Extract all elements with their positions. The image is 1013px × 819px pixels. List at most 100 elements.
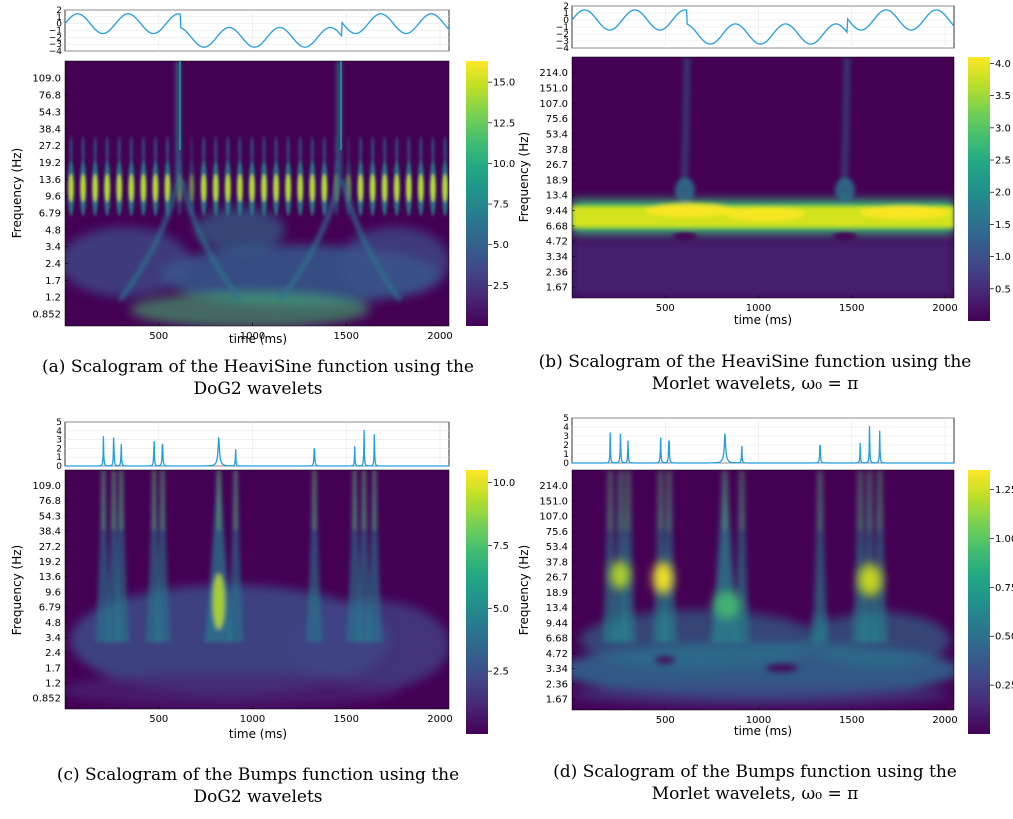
- signal-y-tick-d-4: 1: [563, 450, 569, 460]
- caption-c-line1: (c) Scalogram of the Bumps function usin…: [56, 765, 460, 785]
- x-tick-d-2: 1500: [839, 715, 864, 726]
- y-tick-d-2: 107.0: [539, 512, 568, 523]
- osc-band-inner-3: [104, 174, 110, 202]
- osc-band-inner-1: [80, 174, 86, 202]
- x-tick-a-2: 1500: [334, 331, 359, 342]
- colorbar-tick-b-5: 1.5: [995, 220, 1011, 231]
- signal-y-tick-c-4: 1: [56, 453, 62, 463]
- panel-b: 210−1−2−3−4: [517, 2, 1011, 327]
- bump-plume-d-0: [602, 470, 619, 643]
- colorbar-tick-c-2: 5.0: [493, 604, 509, 615]
- y-tick-a-2: 54.3: [39, 107, 61, 118]
- caption-a-line1: (a) Scalogram of the HeaviSine function …: [42, 357, 474, 377]
- x-axis-label-b: time (ms): [734, 313, 792, 327]
- y-tick-a-1: 76.8: [39, 91, 61, 102]
- bump-plume-c-0: [95, 470, 112, 643]
- y-tick-b-2: 107.0: [539, 99, 568, 110]
- x-tick-d-1: 1000: [746, 715, 771, 726]
- x-tick-labels-d: 500 1000 1500 2000: [656, 707, 958, 726]
- colorbar-tick-b-3: 2.5: [995, 156, 1011, 167]
- y-tick-a-11: 2.4: [45, 259, 61, 270]
- y-tick-c-7: 9.6: [45, 587, 61, 598]
- y-tick-d-4: 53.4: [546, 542, 568, 553]
- x-tick-b-1: 1000: [746, 303, 771, 314]
- y-tick-c-8: 6.79: [39, 603, 61, 614]
- panel-a: 210−1−2−3−4 109.076.854.338.427.219.213: [10, 6, 515, 346]
- osc-band-upper-24: [358, 136, 363, 164]
- signal-plot-a: 210−1−2−3−4: [49, 6, 450, 57]
- y-tick-b-7: 18.9: [546, 175, 568, 186]
- colorbar-a: [466, 61, 488, 326]
- y-tick-a-7: 9.6: [45, 192, 61, 203]
- signal-grid-a: [65, 9, 449, 52]
- y-tick-b-8: 13.4: [546, 191, 568, 202]
- osc-band-upper-25: [371, 136, 375, 164]
- colorbar-tick-d-1: 1.00: [995, 534, 1013, 545]
- signal-line-a: [64, 13, 450, 48]
- osc-band-upper-1: [81, 136, 85, 164]
- osc-band-upper-16: [262, 136, 266, 164]
- x-tick-b-3: 2000: [932, 303, 957, 314]
- colorbar-tick-c-0: 10.0: [493, 478, 515, 489]
- colorbar-tick-a-2: 10.0: [493, 159, 515, 170]
- x-tick-c-2: 1500: [334, 714, 359, 725]
- osc-band-inner-31: [442, 174, 448, 202]
- y-axis-label-c: Frequency (Hz): [10, 545, 24, 636]
- osc-band-inner-0: [68, 174, 74, 202]
- osc-band-inner-7: [152, 174, 159, 202]
- osc-band-upper-31: [443, 136, 447, 164]
- osc-band-inner-24: [357, 174, 364, 202]
- colorbar-tick-a-3: 7.5: [493, 200, 509, 211]
- bump-plume-c-4: [154, 470, 171, 643]
- osc-band-upper-18: [286, 136, 290, 164]
- osc-band-upper-26: [383, 136, 387, 164]
- bump-plume-d-4: [660, 470, 677, 643]
- osc-band-upper-11: [202, 136, 206, 164]
- colorbar-tick-c-1: 7.5: [493, 541, 509, 552]
- y-tick-c-5: 19.2: [39, 557, 61, 568]
- osc-band-upper-12: [214, 136, 218, 164]
- caption-c-line2: DoG2 wavelets: [193, 787, 323, 807]
- signal-y-tick-b-0: 2: [563, 2, 569, 12]
- osc-band-upper-19: [298, 136, 302, 164]
- y-axis-label-d: Frequency (Hz): [517, 545, 531, 636]
- y-tick-b-1: 151.0: [539, 83, 568, 94]
- signal-line-c: [65, 429, 449, 467]
- caption-d: (d) Scalogram of the Bumps function usin…: [505, 761, 1005, 805]
- x-tick-c-1: 1000: [240, 714, 265, 725]
- caption-a-line2: DoG2 wavelets: [193, 379, 323, 399]
- y-tick-a-4: 27.2: [39, 141, 61, 152]
- y-tick-d-10: 6.68: [546, 634, 568, 645]
- y-tick-a-13: 1.2: [45, 293, 61, 304]
- y-tick-a-14: 0.852: [32, 310, 61, 321]
- osc-band-inner-20: [309, 174, 315, 202]
- caption-c: (c) Scalogram of the Bumps function usin…: [8, 764, 508, 808]
- heatmap-frame-d: [571, 469, 955, 711]
- osc-band-upper-3: [105, 136, 109, 164]
- y-tick-d-13: 2.36: [546, 679, 568, 690]
- osc-band-upper-20: [310, 136, 314, 164]
- osc-band-inner-28: [406, 174, 412, 202]
- colorbar-b: [968, 57, 990, 321]
- colorbar-tick-b-4: 2.0: [995, 188, 1011, 199]
- signal-y-tick-d-1: 4: [563, 423, 569, 433]
- signal-y-tick-c-2: 3: [56, 436, 62, 446]
- y-tick-b-10: 6.68: [546, 221, 568, 232]
- y-tick-d-3: 75.6: [546, 527, 568, 538]
- heatmap-a: [65, 61, 449, 326]
- bump-plume-c-6: [227, 470, 244, 643]
- osc-band-inner-17: [273, 174, 279, 202]
- bump-hotspot-c: [212, 573, 225, 630]
- signal-y-tick-b-4: −2: [556, 30, 569, 40]
- osc-band-upper-7: [153, 136, 158, 164]
- bump-plume-d-7: [812, 470, 829, 643]
- signal-line-b: [571, 9, 955, 45]
- colorbar-tick-b-2: 3.0: [995, 123, 1011, 134]
- osc-band-inner-12: [213, 174, 219, 202]
- y-tick-d-8: 13.4: [546, 603, 568, 614]
- osc-band-inner-8: [164, 174, 171, 202]
- osc-band-inner-15: [249, 174, 255, 202]
- osc-band-upper-21: [322, 136, 326, 164]
